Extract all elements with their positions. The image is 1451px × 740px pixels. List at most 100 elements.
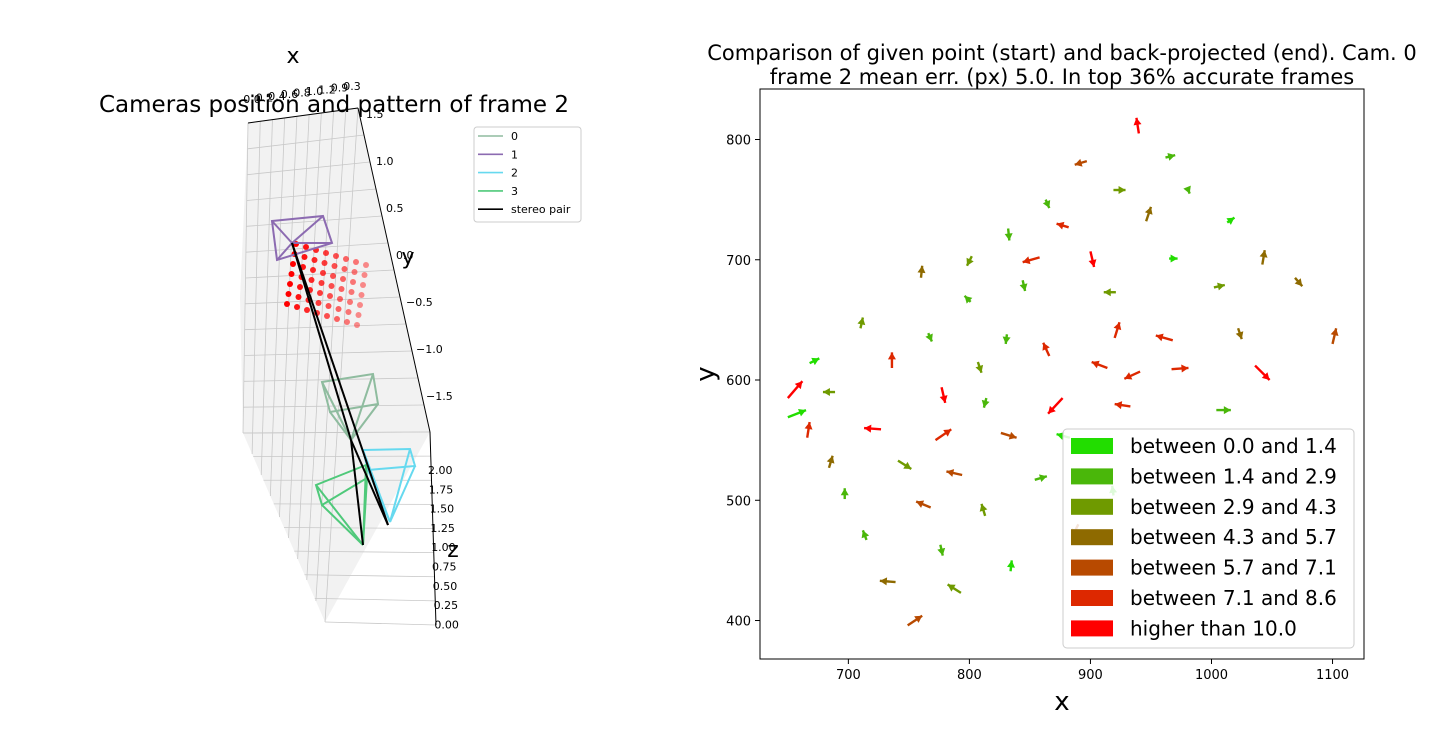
grid-line [245,269,395,279]
grid-line [246,215,383,227]
error-arrow [1047,397,1064,415]
error-arrow-head [1002,336,1011,344]
legend-label: between 2.9 and 4.3 [1130,495,1337,519]
legend-label: between 4.3 and 5.7 [1130,525,1337,549]
legend-label: between 0.0 and 1.4 [1130,434,1337,458]
pattern-point [310,267,316,273]
grid-line [306,111,334,581]
grid-line [304,574,435,578]
error-arrow-head [864,424,872,433]
grid-line [260,119,273,476]
error-arrow [1169,254,1178,263]
x-tick-label: 1100 [1316,668,1349,683]
pattern-point [301,254,308,260]
y-tick-label: 1.5 [366,108,384,121]
error-arrow [1226,216,1236,225]
pattern-point [338,286,345,292]
error-arrow-head [1091,360,1100,369]
grid-line [247,161,371,176]
error-arrow [826,455,835,469]
grid-line [297,112,322,560]
error-arrow [1113,321,1122,339]
x-tick-label: 1000 [1195,668,1228,683]
grid-line [242,431,431,434]
error-arrow [1000,431,1017,440]
pattern-point [340,276,346,282]
legend-swatch [1071,529,1113,546]
error-arrow [1007,560,1015,572]
error-arrow [1103,288,1116,297]
error-arrow-head [1008,431,1017,440]
pattern-point [341,266,348,272]
error-arrow [861,529,870,541]
pattern-point [308,277,315,283]
grid-line [324,621,437,626]
pattern-point [348,289,355,295]
y-tick-label: 700 [726,254,751,269]
pattern-point [321,260,328,266]
plot3d-x-axis-line [247,107,359,124]
error-arrow-head [1114,401,1123,410]
pattern-point [330,273,336,279]
plot3d-x-label: x [286,44,299,69]
grid-line [246,188,377,201]
legend-swatch [1071,498,1113,515]
x-tick-label: 0.8 [293,87,311,100]
error-arrow [1165,152,1176,161]
legend-label: higher than 10.0 [1130,616,1297,640]
error-arrow-head [857,317,866,326]
pattern-point [361,272,368,278]
error-arrow [1091,360,1108,370]
y-tick-label: 800 [726,134,751,149]
legend-label: between 7.1 and 8.6 [1130,586,1337,610]
grid-line [244,323,407,331]
error-arrow [1144,206,1153,222]
error-arrow-head [1103,288,1111,297]
error-arrow [1113,186,1126,195]
error-arrow-head [1113,322,1122,331]
error-arrow-head [822,388,830,397]
pattern-point [294,304,300,310]
y-tick-label: −1.0 [416,343,443,356]
error-arrow-head [1259,250,1268,258]
grid-line [294,550,434,554]
error-arrow-head [887,352,896,360]
error-arrow [1002,334,1011,345]
error-arrow [887,352,896,368]
error-arrow-head [1235,331,1244,340]
pattern-point [335,306,342,312]
error-arrow-head [903,461,912,469]
error-arrow-head [981,399,990,408]
legend-swatch [1071,559,1113,576]
error-arrow-head [811,357,820,366]
error-arrow [1088,251,1097,268]
right-quiver-plot: Comparison of given point (start) and ba… [691,41,1417,717]
grid-line [244,350,413,356]
error-arrow [897,459,912,471]
error-arrow-head [1223,406,1231,415]
y-tick-label: 600 [726,374,751,389]
error-arrow [925,332,933,343]
error-arrow-head [1048,405,1056,414]
error-arrow-head [1330,328,1339,337]
pattern-point [320,270,326,276]
pattern-point [350,279,356,285]
error-arrow [1155,333,1174,342]
plot3d-y-axis-line [357,107,431,433]
z-tick-label: 0.00 [434,618,459,631]
error-arrow [840,488,849,500]
error-arrow [917,265,926,278]
error-arrow [963,294,973,304]
error-arrow [915,500,932,509]
pattern-point [325,303,332,309]
error-arrow-head [1181,364,1189,373]
error-arrow [1022,256,1040,265]
pattern-point [343,256,349,262]
quiver-arrows [786,117,1339,627]
pattern-point [344,319,350,325]
plot3d-y-ticks: 1.5 1.0 0.5 0.0 −0.5 −1.0 −1.5 [366,108,453,403]
pattern-point [337,296,343,302]
grid-line [253,455,431,458]
left-3d-plot: Cameras position and pattern of frame 2 … [99,44,582,631]
